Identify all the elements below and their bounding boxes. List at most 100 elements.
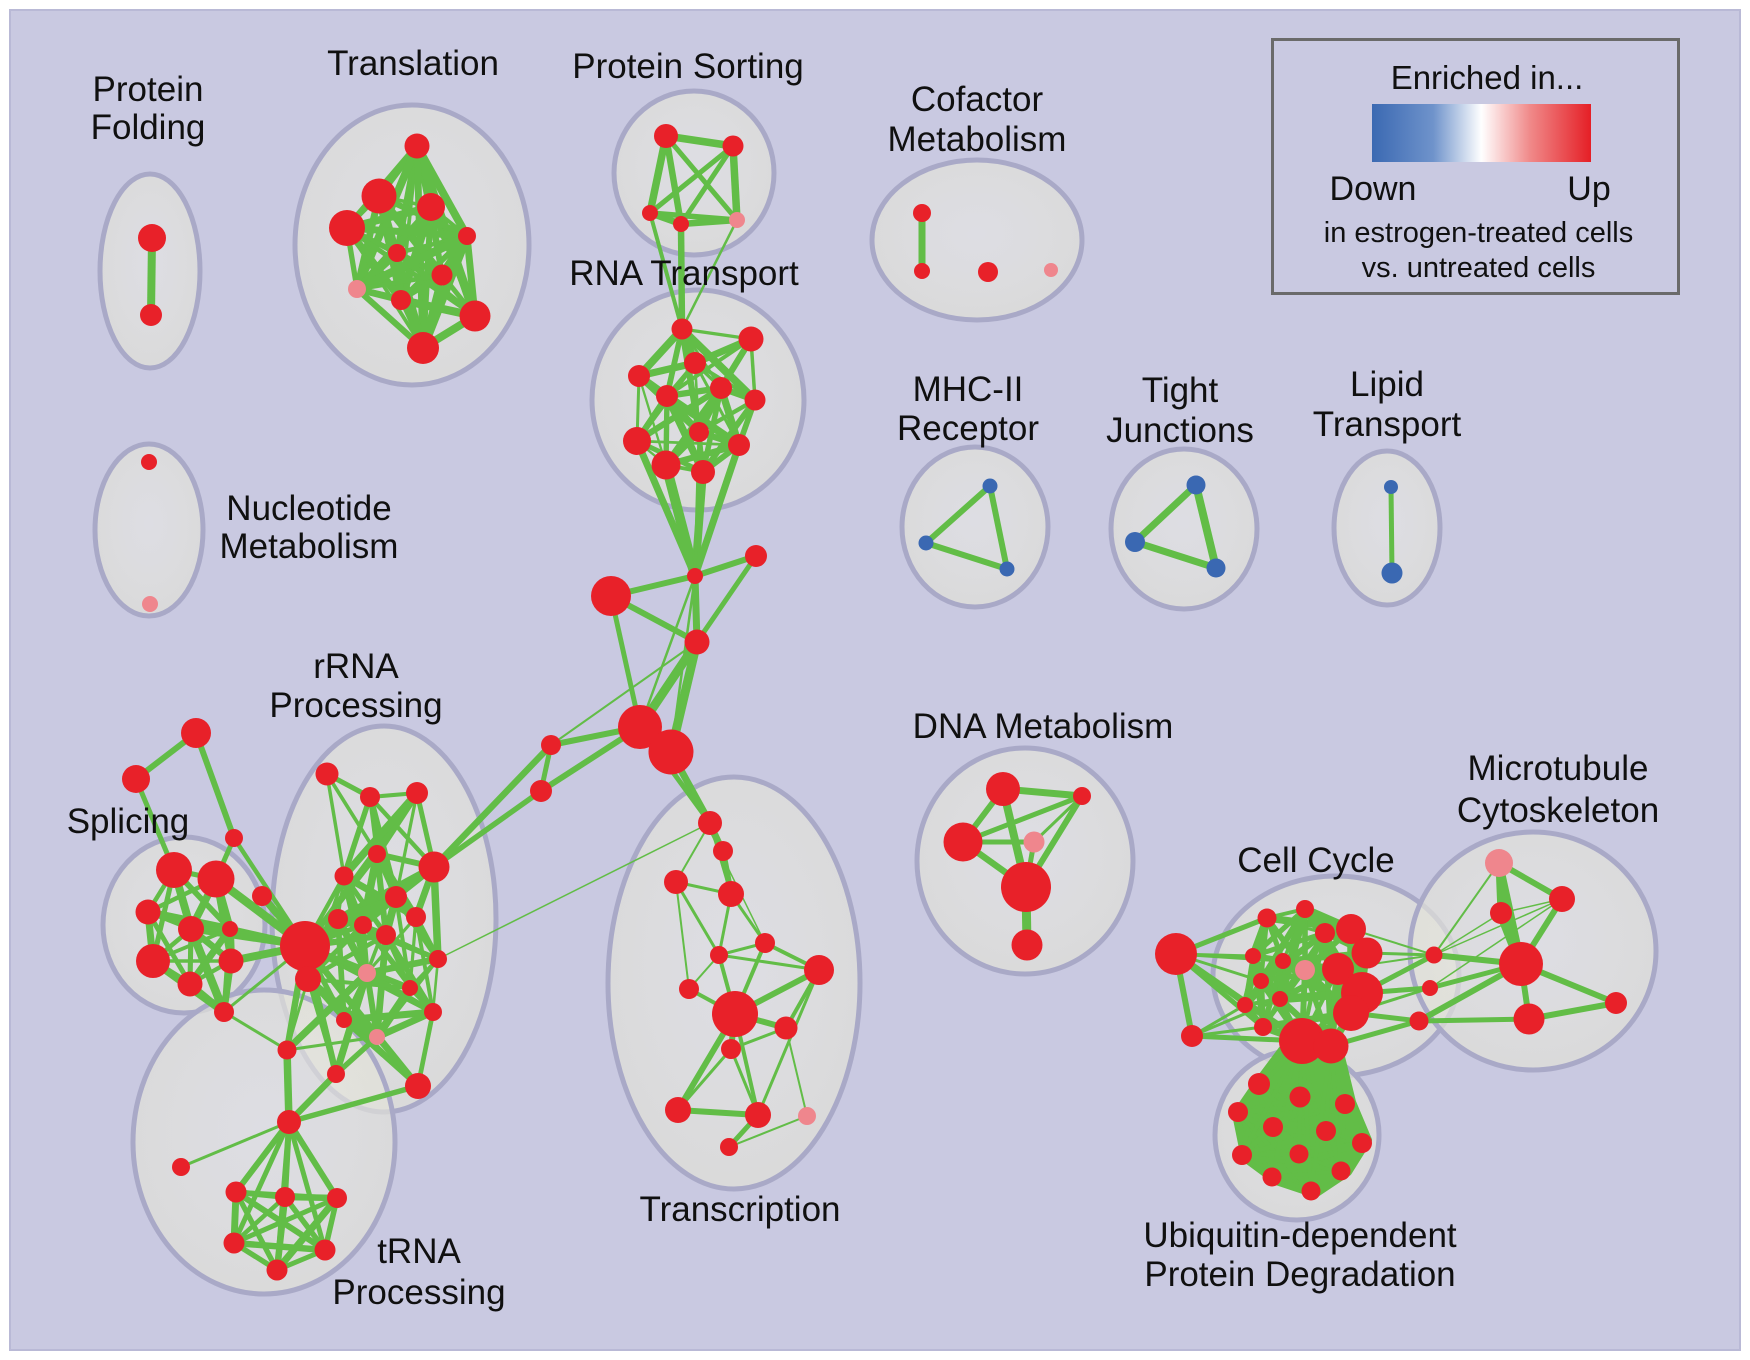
node-ccH2 [1313,1028,1349,1064]
node-rr16 [369,1029,385,1045]
edge-rr16-rr18 [334,1034,379,1077]
node-tc8 [679,979,699,999]
node-rr15 [336,1012,352,1028]
node-hub1 [618,705,662,749]
edge-tr4-tr11 [345,226,425,350]
edge-rr16-rr17 [286,1035,378,1052]
cluster-label-nucleotide-metabolism-line1: Nucleotide [226,489,391,528]
node-tr1 [404,133,430,159]
node-tj2 [1125,532,1145,552]
node-cc2 [1296,900,1314,918]
node-tj1 [1186,475,1206,495]
edge-ch1-hub1 [638,575,697,728]
legend-context-line-2: vs. untreated cells [1361,252,1596,285]
node-cc7 [1275,953,1291,969]
node-th [277,1110,301,1134]
edge-ps2-ps4 [678,144,736,226]
edge-rt6-rt12 [700,387,724,473]
node-rr7 [385,886,407,908]
node-rt10 [728,434,750,456]
edge-tc12-tc13 [677,1107,759,1118]
node-cc0b [1181,1025,1203,1047]
edge-tr4-tr6 [346,224,468,240]
cluster-label-tight-junctions-line1: Tight [1142,371,1219,410]
edge-tc3-tc8 [675,881,690,990]
edge-rr1-rr6 [325,773,346,877]
node-cc15 [1254,1018,1272,1036]
edge-rr3-rr6 [341,790,420,879]
edge-tr6-tr8 [355,232,469,293]
cluster-label-microtubule-cytoskeleton-line2: Cytoskeleton [1457,791,1659,830]
cluster-label-mhc-ii-receptor-line2: Receptor [897,409,1039,448]
cluster-label-protein-folding-line2: Folding [91,108,206,147]
edge-th-tn6 [286,1121,328,1251]
node-dm5 [1001,862,1051,912]
node-x3 [1409,1011,1429,1031]
node-tc4 [718,881,744,907]
node-rr11 [406,907,426,927]
edge-tc11-tc12 [676,1048,733,1111]
edge-x1-mt2 [1433,898,1563,956]
edge-rt1-rt7 [679,326,758,403]
cluster-boundary-nucleotide-metabolism [92,441,206,619]
cluster-label-trna-processing-line2: Processing [332,1273,505,1312]
cluster-label-splicing-line1: Splicing [67,802,190,841]
edge-ccH2-ub12 [1309,1045,1333,1192]
node-rt3 [684,352,706,374]
cluster-label-cofactor-metabolism-line1: Cofactor [911,80,1044,119]
node-tg2 [122,765,150,793]
node-rt1 [671,318,693,340]
edge-rt1-rt5 [664,328,685,397]
node-dm2 [1073,787,1091,805]
node-cm3 [978,262,998,282]
edge-rr11-rr13 [408,916,418,989]
node-rr10 [376,925,396,945]
node-cc1 [1257,908,1277,928]
edge-rt6-rt9 [635,385,723,444]
node-dm3 [943,822,983,862]
node-tc3 [664,870,688,894]
node-ln1 [541,735,561,755]
edge-tn4-tn5 [232,1195,339,1246]
edge-ccH1-ub12 [1300,1040,1313,1192]
cluster-label-protein-folding-line1: Protein [93,70,204,109]
edge-hubB-rr18 [306,978,338,1075]
node-pf1 [138,224,166,252]
node-tc12 [665,1097,691,1123]
edge-tr6-tr9 [399,233,469,303]
node-ccH1 [1279,1018,1325,1064]
legend-up-label: Up [1567,170,1611,209]
edge-tg1-tg3 [193,731,237,840]
edge-mh2-mh3 [925,540,1008,572]
node-pf2 [140,304,162,326]
edge-rt7-rt12 [700,398,758,474]
node-tc1 [698,811,722,835]
node-nm2 [142,596,158,612]
node-ln2 [530,780,552,802]
node-ps2 [722,135,744,157]
node-rr5 [418,851,450,883]
edge-th-tn4 [286,1120,340,1200]
edge-ccH1-ub11 [1270,1040,1304,1178]
node-rr12 [358,964,376,982]
cluster-boundary-tight-junctions [1108,446,1260,612]
cluster-boundary-lipid-transport [1331,448,1443,608]
cluster-label-nucleotide-metabolism-line2: Metabolism [220,527,399,566]
edge-ps2-ps3 [648,144,735,215]
node-cc3 [1315,923,1335,943]
cluster-label-rrna-processing-line2: Processing [269,686,442,725]
node-rr20 [429,950,447,968]
cluster-label-protein-sorting-line1: Protein Sorting [572,47,804,86]
edge-rr2-rr5 [368,795,436,869]
edge-th-tn2 [233,1120,292,1194]
edge-rt9-rt10 [636,439,740,447]
edge-cc2-cc6 [1251,907,1307,958]
node-sp4 [178,916,204,942]
node-hub2 [648,729,694,775]
cluster-boundary-mhc-ii-receptor [899,444,1051,610]
edge-th-rr17 [283,1049,293,1123]
node-sp2 [197,860,235,898]
node-ub9 [1289,1144,1309,1164]
cluster-label-ubiquitin-dependent-protein-degradation-line1: Ubiquitin-dependent [1143,1216,1457,1255]
